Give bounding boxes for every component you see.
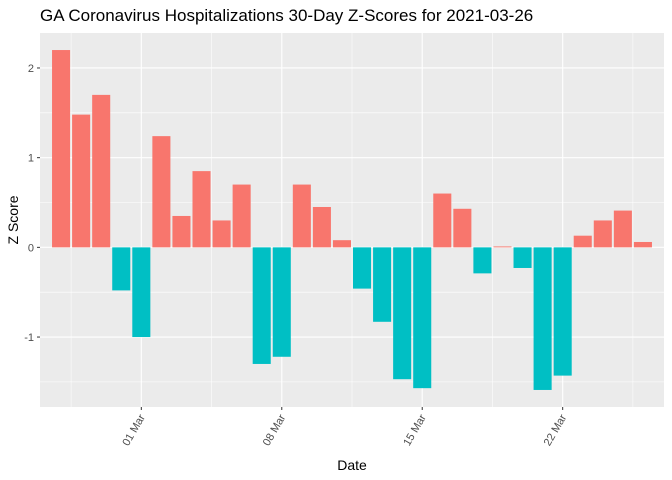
x-tick-label: 08 Mar: [261, 412, 289, 448]
x-tick-label: 22 Mar: [542, 412, 570, 448]
bar: [553, 247, 572, 376]
bar: [613, 210, 632, 248]
bar: [453, 208, 472, 248]
bar: [232, 184, 251, 248]
bar: [393, 247, 412, 380]
bar: [533, 247, 552, 390]
x-tick-label: 01 Mar: [120, 412, 148, 448]
bar: [593, 220, 612, 248]
x-axis-ticks: 01 Mar 08 Mar 15 Mar 22 Mar: [120, 407, 569, 448]
bar: [332, 240, 351, 248]
y-axis-title: Z Score: [5, 195, 21, 244]
y-tick-label: 1: [28, 153, 34, 165]
bar: [292, 184, 311, 248]
bar: [152, 136, 171, 248]
y-axis-ticks: -1 0 1 2: [24, 63, 40, 344]
bar: [272, 247, 291, 357]
x-axis-title: Date: [337, 457, 367, 473]
bar: [513, 247, 532, 268]
bar: [473, 247, 492, 274]
chart-title: GA Coronavirus Hospitalizations 30-Day Z…: [40, 6, 534, 25]
bars: [52, 50, 652, 390]
bar: [172, 215, 191, 248]
bar: [252, 247, 271, 364]
y-tick-label: -1: [24, 332, 34, 344]
bar: [92, 94, 111, 248]
bar: [573, 235, 592, 248]
bar: [433, 193, 452, 248]
bar: [312, 206, 331, 248]
x-tick-label: 15 Mar: [401, 412, 429, 448]
bar: [373, 247, 392, 322]
y-tick-label: 2: [28, 63, 34, 75]
bar: [353, 247, 372, 289]
bar: [493, 246, 512, 248]
bar: [112, 247, 131, 291]
y-tick-label: 0: [28, 242, 34, 254]
bar: [72, 114, 91, 248]
bar: [413, 247, 432, 389]
bar: [192, 171, 211, 248]
bar: [52, 50, 71, 248]
bar: [132, 247, 151, 338]
bar: [633, 241, 652, 248]
minor-gridlines: [40, 33, 664, 407]
bar: [212, 220, 231, 248]
